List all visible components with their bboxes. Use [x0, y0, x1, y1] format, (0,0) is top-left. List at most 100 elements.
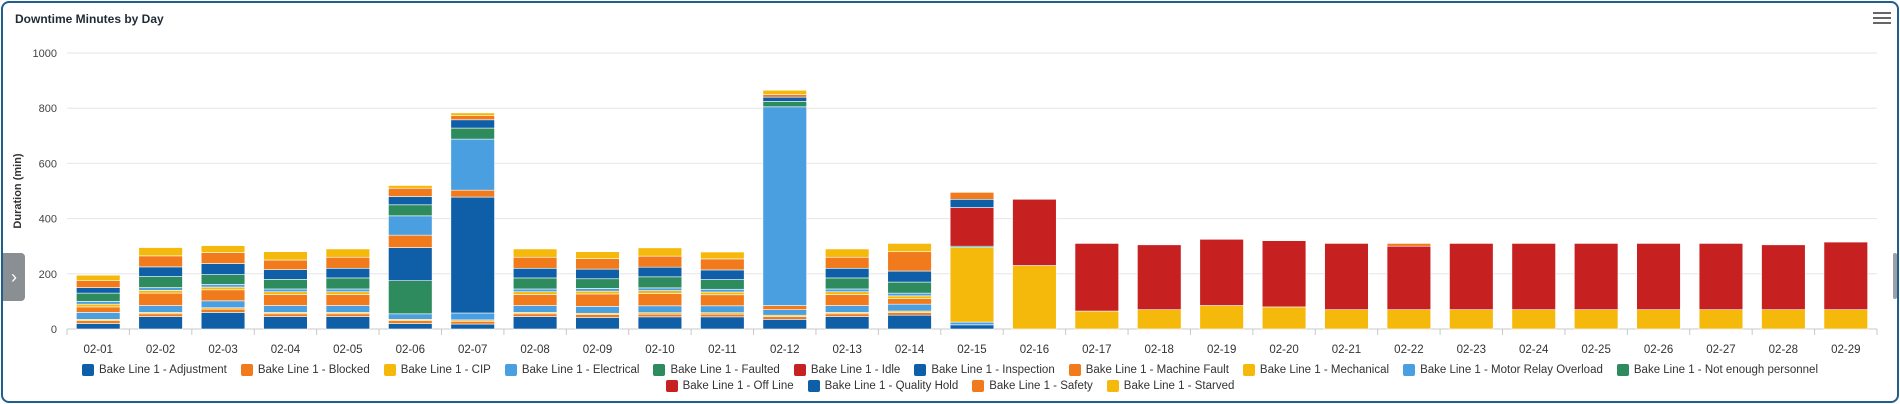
bar-segment [825, 305, 870, 313]
legend-label: Bake Line 1 - Blocked [257, 364, 370, 376]
bar-segment [762, 319, 807, 330]
x-tick-label: 02-15 [957, 344, 986, 356]
legend-item[interactable]: Bake Line 1 - CIP [383, 364, 491, 376]
bar-segment [1324, 243, 1369, 310]
legend-label: Bake Line 1 - Machine Fault [1085, 364, 1229, 376]
legend-label: Bake Line 1 - Idle [810, 364, 901, 376]
bar-segment [762, 89, 807, 95]
legend-item[interactable]: Bake Line 1 - Mechanical [1242, 364, 1389, 376]
bar-segment [388, 187, 433, 197]
y-tick-label: 1000 [33, 48, 57, 60]
legend-item[interactable]: Bake Line 1 - Adjustment [81, 364, 227, 376]
bar-segment [138, 290, 183, 294]
x-tick-label: 02-14 [895, 344, 925, 356]
bar-segment [450, 320, 495, 325]
bar-segment [138, 266, 183, 277]
y-tick-label: 800 [39, 103, 57, 115]
x-tick-label: 02-18 [1145, 344, 1174, 356]
legend-item[interactable]: Bake Line 1 - Quality Hold [807, 380, 958, 392]
legend-item[interactable]: Bake Line 1 - Machine Fault [1068, 364, 1229, 376]
bar-segment [1012, 265, 1057, 330]
bar-segment [887, 314, 932, 330]
chevron-right-icon[interactable]: › [3, 253, 25, 301]
bar-segment [825, 294, 870, 306]
y-tick-label: 400 [39, 214, 57, 226]
bar-segment [637, 287, 683, 291]
bar-segment [1511, 309, 1556, 330]
bar-segment [388, 280, 433, 315]
bar-segment [1511, 243, 1556, 310]
bar-segment [450, 119, 495, 129]
bar-segment [263, 305, 308, 313]
bar-segment [1449, 309, 1494, 330]
x-tick-label: 02-11 [708, 344, 737, 356]
x-tick-label: 02-16 [1020, 344, 1049, 356]
bar-segment [700, 305, 745, 314]
bar-segment [1823, 241, 1868, 310]
bar-segment [200, 252, 246, 264]
bar-segment [1636, 243, 1681, 310]
bar-segment [949, 324, 995, 330]
x-tick-label: 02-22 [1394, 344, 1423, 356]
legend-label: Bake Line 1 - Electrical [521, 364, 640, 376]
bar-segment [1199, 239, 1244, 306]
bar-segment [450, 138, 495, 191]
bar-segment [138, 292, 183, 306]
legend-item[interactable]: Bake Line 1 - Inspection [914, 364, 1055, 376]
bar-segment [263, 288, 308, 293]
legend-item[interactable]: Bake Line 1 - Motor Relay Overload [1403, 364, 1603, 376]
bar-segment [887, 281, 932, 294]
legend-item[interactable]: Bake Line 1 - Blocked [240, 364, 370, 376]
bar-segment [325, 267, 371, 279]
legend-swatch [665, 380, 678, 392]
bar-segment [512, 248, 558, 258]
bar-segment [512, 294, 558, 306]
x-tick-label: 02-09 [583, 344, 612, 356]
legend-item[interactable]: Bake Line 1 - Starved [1106, 380, 1234, 392]
bar-segment [388, 196, 433, 206]
bar-segment [200, 312, 246, 330]
legend-label: Bake Line 1 - Not enough personnel [1633, 364, 1819, 376]
legend-item[interactable]: Bake Line 1 - Safety [972, 380, 1093, 392]
scroll-handle[interactable] [1893, 253, 1897, 299]
legend-swatch [1616, 364, 1629, 376]
legend-label: Bake Line 1 - Off Line [682, 380, 794, 392]
hamburger-menu-icon[interactable] [1873, 9, 1891, 25]
bar-segment [450, 112, 495, 116]
bar-segment [325, 316, 371, 330]
bar-segment [887, 295, 932, 299]
legend-item[interactable]: Bake Line 1 - Off Line [665, 380, 794, 392]
bar-segment [388, 320, 433, 324]
bar-segment [825, 256, 870, 269]
bar-segment [263, 291, 308, 295]
bar-segment [1261, 240, 1307, 308]
bar-segment [450, 196, 495, 314]
legend-item[interactable]: Bake Line 1 - Not enough personnel [1616, 364, 1819, 376]
bar-segment [512, 291, 558, 295]
bar-segment [1137, 309, 1182, 330]
bar-segment [1074, 243, 1119, 312]
legend-label: Bake Line 1 - Faulted [670, 364, 780, 376]
bar-segment [575, 288, 620, 292]
bar-segment [1573, 243, 1619, 310]
bar-segment [76, 323, 121, 330]
legend-swatch [1242, 364, 1255, 376]
legend-item[interactable]: Bake Line 1 - Idle [793, 364, 901, 376]
bar-segment [887, 243, 932, 253]
bar-segment [949, 247, 995, 323]
bar-segment [200, 308, 246, 313]
bar-segment [76, 303, 121, 308]
legend-swatch [972, 380, 985, 392]
legend-item[interactable]: Bake Line 1 - Electrical [504, 364, 640, 376]
bar-segment [887, 298, 932, 305]
bar-segment [76, 274, 121, 281]
bar-segment [200, 289, 246, 302]
bar-segment [1449, 243, 1494, 310]
bar-segment [762, 305, 807, 310]
bar-segment [575, 251, 620, 259]
y-tick-label: 0 [51, 324, 57, 336]
bar-segment [575, 317, 620, 330]
legend-item[interactable]: Bake Line 1 - Faulted [653, 364, 780, 376]
x-tick-label: 02-23 [1457, 344, 1486, 356]
